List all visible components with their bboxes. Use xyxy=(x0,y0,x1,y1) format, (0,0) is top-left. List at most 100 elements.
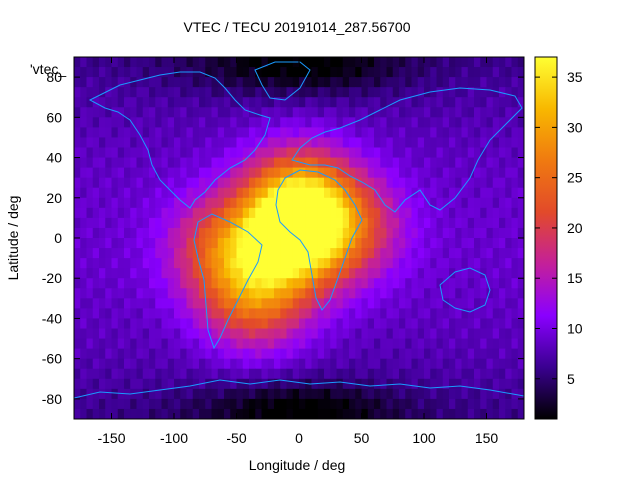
heatmap-cell xyxy=(267,268,275,279)
heatmap-cell xyxy=(305,227,313,239)
heatmap-cell xyxy=(224,137,231,149)
heatmap-cell xyxy=(411,288,419,299)
heatmap-cell xyxy=(99,127,106,139)
heatmap-cell xyxy=(474,338,481,350)
heatmap-cell xyxy=(217,258,225,269)
heatmap-cell xyxy=(130,338,138,350)
heatmap-cell xyxy=(205,107,213,118)
heatmap-cell xyxy=(361,248,369,259)
heatmap-cell xyxy=(180,378,188,390)
heatmap-cell xyxy=(92,117,100,128)
heatmap-cell xyxy=(124,77,131,88)
heatmap-cell xyxy=(211,338,219,350)
heatmap-cell xyxy=(267,127,275,139)
heatmap-cell xyxy=(342,147,350,159)
heatmap-cell xyxy=(486,77,494,88)
heatmap-cell xyxy=(242,177,250,189)
heatmap-cell xyxy=(405,137,413,149)
heatmap-cell xyxy=(449,338,456,350)
y-tick-label: -80 xyxy=(42,391,62,407)
heatmap-cell xyxy=(217,318,225,330)
heatmap-cell xyxy=(249,187,256,199)
heatmap-cell xyxy=(324,288,331,299)
heatmap-cell xyxy=(192,298,200,309)
heatmap-cell xyxy=(105,398,113,410)
heatmap-cell xyxy=(280,137,288,149)
heatmap-cell xyxy=(342,318,350,330)
heatmap-cell xyxy=(386,87,394,98)
heatmap-cell xyxy=(317,157,325,169)
heatmap-cell xyxy=(249,298,256,309)
heatmap-cell xyxy=(80,177,88,189)
heatmap-cell xyxy=(136,177,144,189)
heatmap-cell xyxy=(342,137,350,149)
heatmap-cell xyxy=(217,308,225,320)
heatmap-cell xyxy=(205,328,213,340)
heatmap-cell xyxy=(242,107,250,118)
heatmap-cell xyxy=(449,147,456,159)
heatmap-cell xyxy=(305,288,313,299)
heatmap-cell xyxy=(111,207,119,219)
heatmap-cell xyxy=(186,278,194,289)
heatmap-cell xyxy=(142,117,150,128)
heatmap-cell xyxy=(280,318,288,330)
heatmap-cell xyxy=(236,207,244,219)
heatmap-cell xyxy=(267,288,275,299)
heatmap-cell xyxy=(305,187,313,199)
heatmap-cell xyxy=(480,147,488,159)
heatmap-cell xyxy=(274,388,281,400)
heatmap-cell xyxy=(174,258,181,269)
heatmap-cell xyxy=(499,97,506,108)
heatmap-cell xyxy=(74,278,81,289)
heatmap-cell xyxy=(80,368,88,380)
heatmap-cell xyxy=(399,57,406,68)
heatmap-cell xyxy=(311,117,319,128)
heatmap-cell xyxy=(124,137,131,149)
heatmap-cell xyxy=(99,97,106,108)
heatmap-cell xyxy=(374,197,381,209)
heatmap-cell xyxy=(324,308,331,320)
heatmap-cell xyxy=(467,278,475,289)
heatmap-cell xyxy=(124,177,131,189)
heatmap-cell xyxy=(430,77,438,88)
heatmap-cell xyxy=(399,67,406,78)
heatmap-cell xyxy=(230,298,238,309)
heatmap-cell xyxy=(117,97,125,108)
heatmap-cell xyxy=(80,57,88,68)
heatmap-cell xyxy=(392,398,400,410)
heatmap-cell xyxy=(417,107,425,118)
heatmap-cell xyxy=(180,278,188,289)
heatmap-cell xyxy=(92,207,100,219)
heatmap-cell xyxy=(349,137,356,149)
heatmap-cell xyxy=(424,388,431,400)
heatmap-cell xyxy=(186,207,194,219)
heatmap-cell xyxy=(261,107,269,118)
heatmap-cell xyxy=(261,328,269,340)
heatmap-cell xyxy=(192,368,200,380)
heatmap-cell xyxy=(180,388,188,400)
heatmap-cell xyxy=(299,67,306,78)
heatmap-cell xyxy=(367,107,375,118)
heatmap-cell xyxy=(205,408,213,419)
heatmap-cell xyxy=(142,388,150,400)
heatmap-cell xyxy=(155,378,163,390)
heatmap-cell xyxy=(280,107,288,118)
heatmap-cell xyxy=(217,177,225,189)
heatmap-cell xyxy=(417,348,425,360)
heatmap-cell xyxy=(292,137,300,149)
heatmap-cell xyxy=(180,87,188,98)
heatmap-cell xyxy=(261,288,269,299)
heatmap-cell xyxy=(224,127,231,139)
heatmap-cell xyxy=(305,217,313,229)
heatmap-cell xyxy=(330,67,338,78)
heatmap-cell xyxy=(424,408,431,419)
heatmap-cell xyxy=(417,167,425,179)
heatmap-cell xyxy=(249,57,256,68)
heatmap-cell xyxy=(311,97,319,108)
heatmap-cell xyxy=(399,258,406,269)
heatmap-cell xyxy=(405,207,413,219)
heatmap-cell xyxy=(92,157,100,169)
heatmap-cell xyxy=(117,278,125,289)
heatmap-cell xyxy=(449,398,456,410)
heatmap-cell xyxy=(299,398,306,410)
